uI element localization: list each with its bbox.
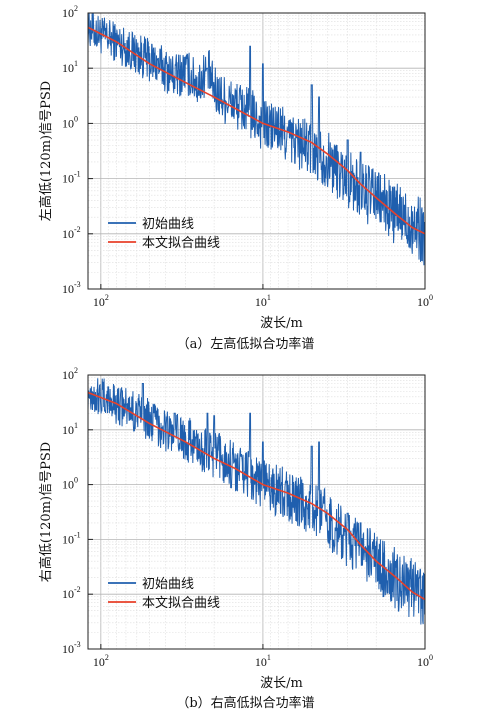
series-fit-curve (88, 391, 425, 601)
y-tick-label: 100 (62, 114, 78, 130)
x-tick-label: 101 (255, 293, 271, 309)
y-tick-label: 10-2 (62, 225, 81, 241)
x-tick-label: 100 (417, 653, 433, 669)
x-axis-title: 波长/m (260, 676, 303, 691)
chart-caption: （b）右高低拟合功率谱 (176, 696, 315, 711)
y-tick-label: 100 (62, 476, 78, 492)
x-tick-label: 101 (255, 653, 271, 669)
legend-label: 本文拟合曲线 (142, 596, 220, 611)
y-axis-title: 左高低(120m)信号PSD (38, 81, 54, 221)
y-tick-label: 102 (62, 366, 78, 382)
y-tick-label: 102 (62, 4, 78, 20)
series-fit-curve (88, 26, 425, 235)
legend-label: 初始曲线 (142, 577, 194, 592)
y-tick-label: 101 (62, 421, 78, 437)
series-initial-curve (88, 378, 425, 625)
y-tick-label: 101 (62, 59, 78, 75)
y-tick-label: 10-1 (62, 170, 81, 186)
plot-frame (87, 374, 426, 650)
legend-label: 本文拟合曲线 (142, 236, 220, 251)
chart-panel-b: 102 101 100 102 101 100 10-1 10-2 10-3 波长/m 右高低(12… (0, 362, 491, 723)
y-axis-title: 右高低(120m)信号PSD (38, 442, 54, 582)
y-tick-label: 10-2 (62, 585, 81, 601)
legend-label: 初始曲线 (142, 217, 194, 232)
x-axis-title: 波长/m (260, 316, 303, 331)
y-tick-label: 10-1 (62, 530, 81, 546)
x-tick-label: 100 (417, 293, 433, 309)
x-tick-label: 102 (93, 653, 109, 669)
psd-chart-a: 102 101 100 102 101 100 10-1 10-2 10-3 波长/m 左高低(12… (38, 4, 433, 331)
psd-chart-b: 102 101 100 102 101 100 10-1 10-2 10-3 波长/m 右高低(12… (38, 366, 433, 691)
y-tick-label: 10-3 (62, 640, 81, 656)
plot-frame (87, 12, 426, 290)
chart-caption: （a）左高低拟合功率谱 (176, 337, 315, 352)
series-initial-curve (88, 13, 425, 266)
y-tick-label: 10-3 (62, 280, 81, 296)
x-tick-label: 102 (93, 293, 109, 309)
chart-panel-a: 102 101 100 102 101 100 10-1 10-2 10-3 波长/m 左高低(12… (38, 4, 433, 352)
